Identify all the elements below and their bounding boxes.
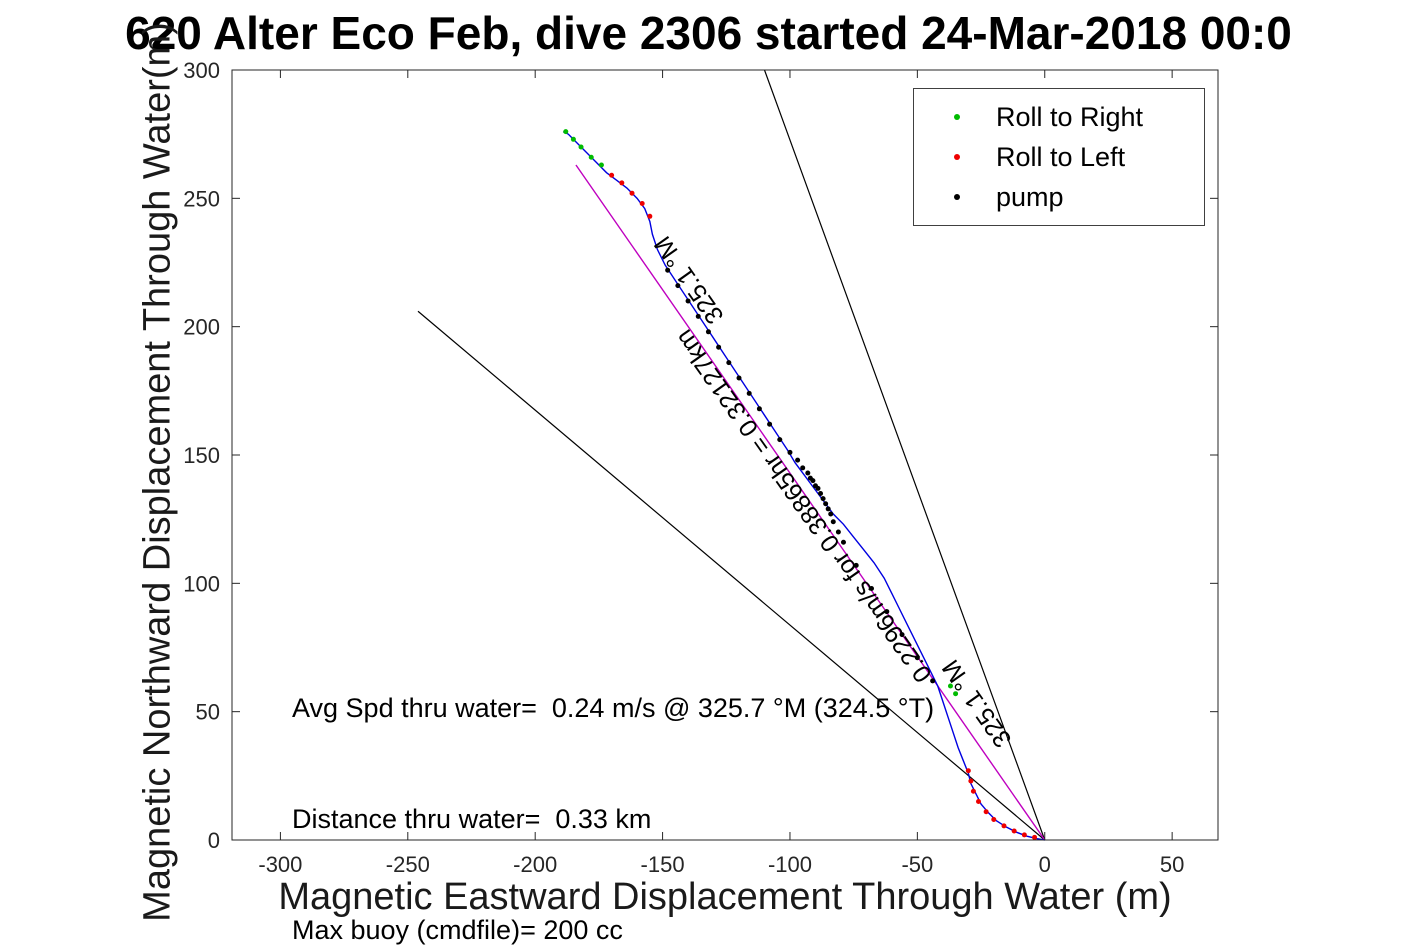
roll-left-marker-icon <box>954 154 960 160</box>
stats-block: Avg Spd thru water= 0.24 m/s @ 325.7 °M … <box>292 616 934 945</box>
legend-label: pump <box>996 181 1064 212</box>
legend-label: Roll to Left <box>996 141 1126 172</box>
roll-right-marker-icon <box>954 114 960 120</box>
y-tick-label: 200 <box>183 315 220 340</box>
y-tick-labels: 0 50 100 150 200 250 300 <box>183 58 220 853</box>
y-ticks <box>232 69 1218 841</box>
x-tick-label: -100 <box>768 852 812 877</box>
x-axis-label: Magnetic Eastward Displacement Through W… <box>278 876 1172 918</box>
y-tick-label: 300 <box>183 58 220 83</box>
x-tick-label: -150 <box>641 852 685 877</box>
x-tick-label: -50 <box>901 852 933 877</box>
legend-item-roll-to-left: Roll to Left <box>914 141 1204 173</box>
x-tick-label: -300 <box>258 852 302 877</box>
y-tick-label: 50 <box>196 700 220 725</box>
bearing-lines <box>417 69 1046 841</box>
y-tick-label: 150 <box>183 443 220 468</box>
x-tick-label: 0 <box>1039 852 1051 877</box>
stat-line-distance: Distance thru water= 0.33 km <box>292 804 652 834</box>
course-annotation: 325.1 °M <box>937 654 1018 752</box>
roll-right-markers <box>563 129 959 697</box>
x-tick-label: -200 <box>513 852 557 877</box>
x-tick-labels: -300 -250 -200 -150 -100 -50 0 50 <box>258 852 1184 877</box>
figure-title: 620 Alter Eco Feb, dive 2306 started 24-… <box>125 7 1292 59</box>
pump-marker-icon <box>954 194 960 200</box>
x-ticks <box>279 70 1173 840</box>
legend-item-roll-to-right: Roll to Right <box>914 101 1204 133</box>
y-tick-label: 0 <box>208 828 220 853</box>
y-tick-label: 250 <box>183 186 220 211</box>
pump-markers <box>665 267 936 684</box>
course-annotation: 325.1 °M <box>649 231 730 329</box>
legend-item-pump: pump <box>914 181 1204 213</box>
roll-left-markers <box>609 172 1038 840</box>
stat-line-avg-speed: Avg Spd thru water= 0.24 m/s @ 325.7 °M … <box>292 693 935 723</box>
x-tick-label: -250 <box>386 852 430 877</box>
legend: Roll to Right Roll to Left pump <box>913 88 1205 226</box>
x-tick-label: 50 <box>1160 852 1184 877</box>
legend-label: Roll to Right <box>996 101 1144 132</box>
stat-line-max-buoy: Max buoy (cmdfile)= 200 cc <box>292 915 623 945</box>
y-axis-label: Magnetic Northward Displacement Through … <box>136 22 179 922</box>
y-tick-label: 100 <box>183 571 220 596</box>
course-line <box>575 164 1046 841</box>
